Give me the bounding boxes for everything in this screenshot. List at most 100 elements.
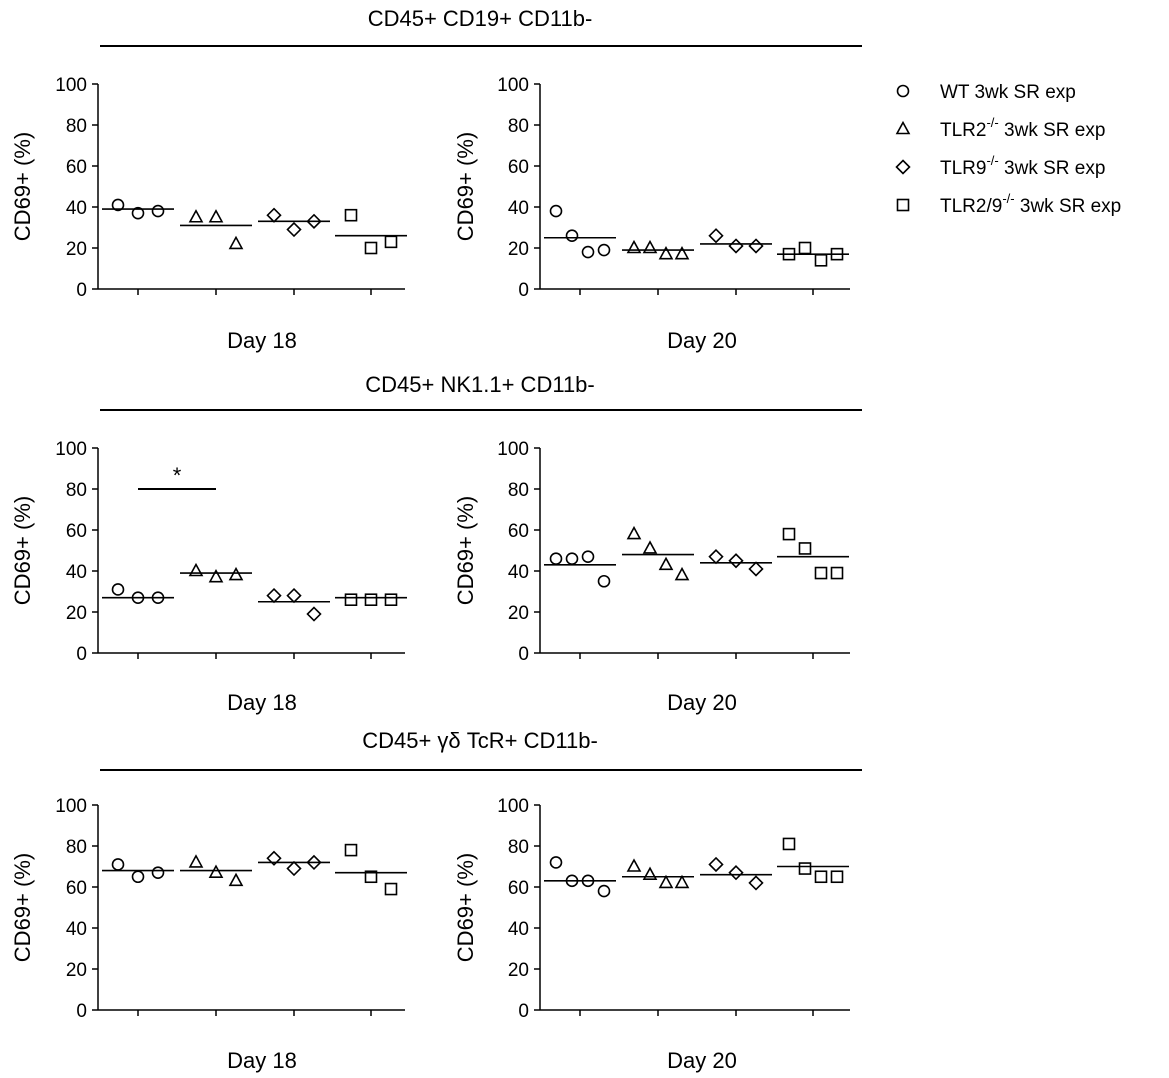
data-point-circle — [597, 243, 611, 257]
data-point-diamond — [748, 561, 764, 577]
data-point-diamond — [708, 856, 724, 873]
y-axis-label: CD69+ (%) — [10, 496, 35, 605]
y-tick-label: 0 — [518, 280, 529, 301]
data-point-triangle — [658, 245, 674, 260]
y-tick-label: 20 — [66, 239, 87, 260]
x-axis-label: Day 18 — [227, 1048, 297, 1073]
data-point-square — [830, 870, 844, 884]
data-point-circle — [565, 229, 579, 242]
y-tick-label: 80 — [66, 116, 87, 137]
y-tick-label: 40 — [66, 919, 87, 940]
legend-label-prefix: TLR9 — [940, 158, 986, 179]
panel-2: 0 20 40 60 80 100 CD69+ (%) Day 20 — [453, 75, 850, 353]
legend-label-suffix: 3wk SR exp — [999, 120, 1106, 141]
y-tick-label: 20 — [508, 603, 529, 624]
data-point-square — [384, 235, 398, 249]
legend-label-superscript: -/- — [1002, 191, 1014, 206]
data-point-square — [364, 593, 378, 607]
data-point-square — [798, 862, 812, 875]
y-tick-label: 100 — [55, 75, 87, 96]
y-tick-label: 0 — [76, 280, 87, 301]
y-tick-label: 100 — [497, 75, 529, 96]
x-axis-label: Day 20 — [667, 328, 737, 353]
data-point-diamond — [728, 865, 744, 881]
data-point-square — [782, 527, 796, 541]
data-point-square — [830, 566, 844, 580]
data-point-triangle — [228, 566, 244, 581]
data-point-triangle — [658, 874, 674, 889]
data-point-triangle — [188, 854, 204, 868]
data-point-circle — [131, 870, 145, 884]
data-point-triangle — [642, 866, 658, 881]
y-axis-label: CD69+ (%) — [10, 853, 35, 962]
y-tick-label: 60 — [66, 157, 87, 178]
legend-marker-triangle — [895, 120, 911, 135]
legend-marker-circle — [896, 84, 910, 98]
data-point-diamond — [728, 238, 744, 254]
y-tick-label: 0 — [518, 644, 529, 665]
legend-label: TLR2/9-/- 3wk SR exp — [940, 191, 1121, 217]
legend-label-superscript: -/- — [986, 115, 998, 130]
legend-label-suffix: 3wk SR exp — [969, 82, 1076, 103]
data-point-triangle — [208, 209, 224, 223]
y-tick-label: 100 — [497, 796, 529, 817]
data-point-circle — [549, 552, 563, 566]
y-tick-label: 0 — [76, 644, 87, 665]
data-point-diamond — [286, 860, 302, 877]
data-point-diamond — [728, 553, 744, 569]
data-point-circle — [549, 204, 563, 218]
data-point-diamond — [266, 850, 282, 866]
legend-item-diamond: TLR9-/- 3wk SR exp — [895, 153, 1105, 179]
y-tick-label: 100 — [497, 439, 529, 460]
data-point-diamond — [306, 213, 322, 229]
data-point-triangle — [188, 209, 204, 223]
data-point-diamond — [748, 238, 764, 254]
data-point-triangle — [208, 568, 224, 583]
legend-label-superscript: -/- — [986, 153, 998, 168]
data-point-square — [364, 241, 378, 255]
legend-label-prefix: WT — [940, 82, 970, 103]
legend-label: TLR2-/- 3wk SR exp — [940, 115, 1105, 141]
y-tick-label: 0 — [518, 1001, 529, 1022]
y-tick-label: 60 — [508, 878, 529, 899]
y-tick-label: 60 — [508, 157, 529, 178]
legend-label: WT 3wk SR exp — [940, 82, 1076, 103]
data-point-triangle — [188, 562, 204, 577]
significance-label: * — [173, 463, 182, 488]
data-point-diamond — [306, 854, 322, 871]
data-point-diamond — [266, 207, 282, 223]
data-point-diamond — [286, 587, 302, 604]
group-title: CD45+ γδ TcR+ CD11b- — [362, 728, 598, 753]
y-axis-label: CD69+ (%) — [453, 853, 478, 962]
legend-marker-square — [896, 198, 910, 212]
data-point-diamond — [266, 587, 282, 604]
x-axis-label: Day 20 — [667, 690, 737, 715]
data-point-square — [814, 566, 828, 580]
data-point-circle — [111, 583, 125, 596]
y-tick-label: 80 — [66, 480, 87, 501]
legend-label-prefix: TLR2 — [940, 120, 986, 141]
data-point-circle — [565, 552, 579, 566]
data-point-triangle — [626, 858, 642, 872]
data-point-circle — [111, 198, 125, 212]
legend-label-prefix: TLR2/9 — [940, 196, 1002, 217]
legend-marker-diamond — [895, 159, 911, 175]
data-point-triangle — [228, 235, 244, 250]
data-point-circle — [549, 856, 563, 869]
data-point-circle — [581, 550, 595, 563]
x-axis-label: Day 18 — [227, 328, 297, 353]
x-axis-label: Day 20 — [667, 1048, 737, 1073]
y-tick-label: 20 — [508, 239, 529, 260]
panel-4: 0 20 40 60 80 100 CD69+ (%) Day 20 — [453, 439, 850, 715]
y-tick-label: 100 — [55, 796, 87, 817]
legend-label: TLR9-/- 3wk SR exp — [940, 153, 1105, 179]
y-tick-label: 60 — [508, 521, 529, 542]
panel-5: 0 20 40 60 80 100 CD69+ (%) Day 18 — [10, 796, 407, 1073]
data-point-triangle — [674, 245, 690, 260]
y-tick-label: 20 — [66, 960, 87, 981]
data-point-square — [798, 241, 812, 255]
data-point-triangle — [228, 872, 244, 887]
data-point-square — [798, 542, 812, 555]
legend-label-suffix: 3wk SR exp — [999, 158, 1106, 179]
